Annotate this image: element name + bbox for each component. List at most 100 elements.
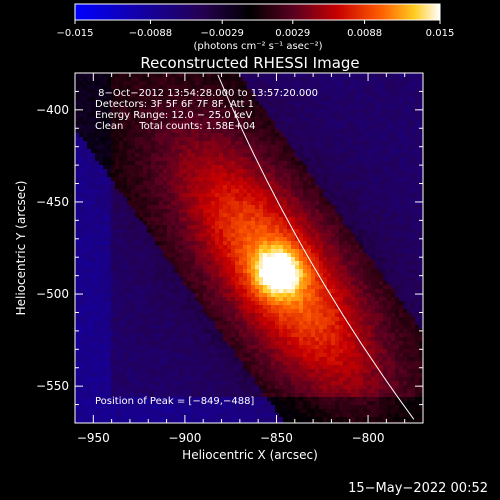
heatmap-cell — [383, 221, 388, 226]
heatmap-cell — [171, 93, 176, 98]
heatmap-cell — [351, 185, 356, 190]
heatmap-cell — [375, 73, 380, 78]
heatmap-cell — [403, 269, 408, 274]
heatmap-cell — [403, 265, 408, 270]
heatmap-cell — [295, 177, 300, 182]
heatmap-cell — [235, 141, 240, 146]
heatmap-cell — [291, 117, 296, 122]
heatmap-cell — [303, 181, 308, 186]
heatmap-cell — [131, 225, 136, 230]
heatmap-cell — [351, 221, 356, 226]
heatmap-cell — [127, 73, 132, 78]
heatmap-cell — [91, 265, 96, 270]
heatmap-cell — [83, 201, 88, 206]
heatmap-cell — [319, 189, 324, 194]
heatmap-cell — [207, 189, 212, 194]
heatmap-cell — [131, 233, 136, 238]
heatmap-cell — [75, 73, 80, 78]
heatmap-cell — [275, 213, 280, 218]
heatmap-cell — [75, 105, 80, 110]
heatmap-cell — [363, 125, 368, 130]
heatmap-cell — [283, 217, 288, 222]
heatmap-cell — [107, 301, 112, 306]
heatmap-cell — [127, 269, 132, 274]
heatmap-cell — [359, 201, 364, 206]
heatmap-cell — [231, 201, 236, 206]
heatmap-cell — [259, 209, 264, 214]
heatmap-cell — [79, 217, 84, 222]
heatmap-cell — [83, 225, 88, 230]
heatmap-cell — [311, 137, 316, 142]
heatmap-cell — [107, 233, 112, 238]
heatmap-cell — [347, 257, 352, 262]
heatmap-cell — [275, 93, 280, 98]
heatmap-cell — [79, 249, 84, 254]
heatmap-cell — [319, 273, 324, 278]
heatmap-cell — [211, 117, 216, 122]
heatmap-cell — [303, 177, 308, 182]
heatmap-cell — [167, 85, 172, 90]
heatmap-cell — [167, 193, 172, 198]
heatmap-cell — [83, 249, 88, 254]
heatmap-cell — [347, 129, 352, 134]
heatmap-cell — [167, 209, 172, 214]
heatmap-cell — [355, 81, 360, 86]
heatmap-cell — [107, 189, 112, 194]
heatmap-cell — [279, 233, 284, 238]
heatmap-cell — [291, 257, 296, 262]
heatmap-cell — [399, 157, 404, 162]
heatmap-cell — [271, 121, 276, 126]
heatmap-cell — [131, 153, 136, 158]
heatmap-cell — [223, 145, 228, 150]
heatmap-cell — [151, 289, 156, 294]
heatmap-cell — [231, 209, 236, 214]
heatmap-cell — [343, 269, 348, 274]
heatmap-cell — [271, 213, 276, 218]
heatmap-cell — [367, 217, 372, 222]
heatmap-cell — [207, 297, 212, 302]
heatmap-cell — [143, 225, 148, 230]
heatmap-cell — [211, 185, 216, 190]
heatmap-cell — [375, 197, 380, 202]
heatmap-cell — [227, 109, 232, 114]
heatmap-cell — [395, 173, 400, 178]
heatmap-cell — [391, 229, 396, 234]
heatmap-cell — [111, 193, 116, 198]
heatmap-cell — [103, 225, 108, 230]
heatmap-cell — [143, 269, 148, 274]
heatmap-cell — [207, 261, 212, 266]
heatmap-cell — [339, 209, 344, 214]
heatmap-cell — [211, 245, 216, 250]
heatmap-cell — [211, 261, 216, 266]
heatmap-cell — [223, 289, 228, 294]
heatmap-cell — [147, 265, 152, 270]
heatmap-cell — [107, 81, 112, 86]
heatmap-cell — [363, 241, 368, 246]
heatmap-cell — [331, 93, 336, 98]
heatmap-cell — [343, 105, 348, 110]
heatmap-cell — [239, 177, 244, 182]
heatmap-cell — [315, 241, 320, 246]
heatmap-cell — [383, 253, 388, 258]
heatmap-cell — [207, 85, 212, 90]
heatmap-cell — [275, 77, 280, 82]
heatmap-cell — [367, 245, 372, 250]
heatmap-cell — [303, 149, 308, 154]
heatmap-cell — [391, 137, 396, 142]
heatmap-cell — [299, 161, 304, 166]
heatmap-cell — [351, 141, 356, 146]
heatmap-cell — [323, 265, 328, 270]
heatmap-cell — [183, 117, 188, 122]
heatmap-cell — [167, 181, 172, 186]
heatmap-cell — [307, 209, 312, 214]
heatmap-cell — [195, 137, 200, 142]
heatmap-cell — [111, 81, 116, 86]
heatmap-cell — [315, 105, 320, 110]
heatmap-cell — [327, 277, 332, 282]
heatmap-cell — [283, 89, 288, 94]
heatmap-cell — [123, 169, 128, 174]
heatmap-cell — [231, 233, 236, 238]
heatmap-cell — [371, 89, 376, 94]
heatmap-cell — [123, 77, 128, 82]
